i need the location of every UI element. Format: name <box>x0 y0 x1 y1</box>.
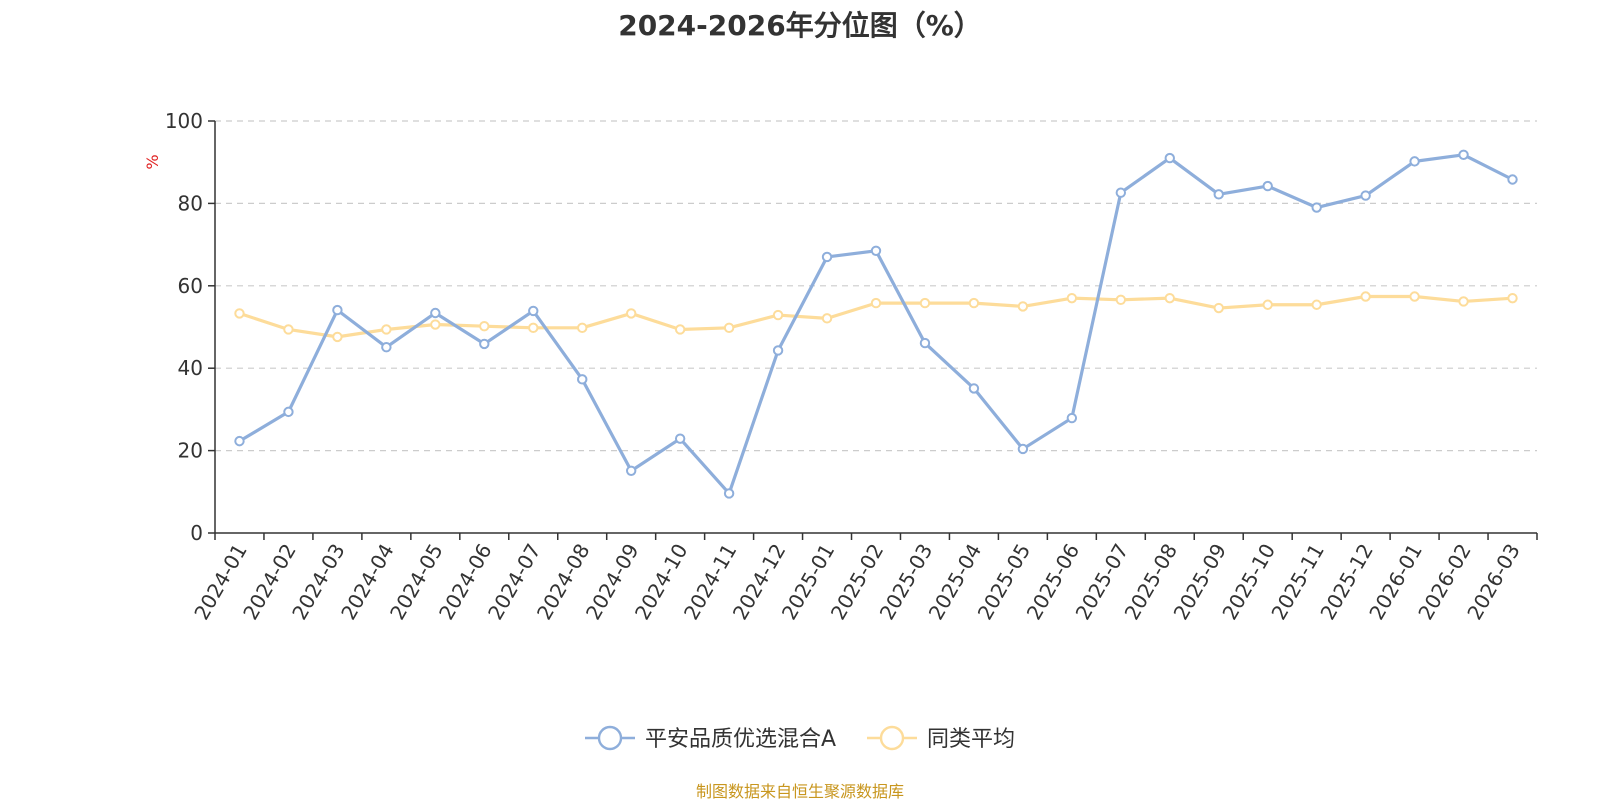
data-point <box>625 465 637 476</box>
data-point <box>1017 443 1029 455</box>
data-point <box>1507 292 1518 304</box>
data-point <box>968 383 980 394</box>
y-tick-label: 40 <box>178 356 203 380</box>
data-point <box>1262 180 1273 192</box>
data-point <box>723 322 735 334</box>
y-axis-unit-label: % <box>143 154 162 169</box>
data-point <box>919 297 931 309</box>
chart-title: 2024-2026年分位图（%） <box>618 9 982 42</box>
data-point <box>1507 174 1518 185</box>
y-tick-label: 0 <box>190 521 203 545</box>
data-point <box>625 308 637 319</box>
data-point <box>1360 190 1371 201</box>
series-0 <box>234 149 1518 499</box>
gridlines <box>215 120 1537 452</box>
data-point <box>1213 302 1224 314</box>
data-point <box>528 305 539 317</box>
data-point <box>479 320 490 332</box>
data-point <box>1164 292 1175 304</box>
data-point <box>1458 296 1469 307</box>
data-point <box>1115 294 1127 306</box>
data-point <box>234 435 245 447</box>
data-point <box>821 313 833 324</box>
data-source-note: 制图数据来自恒生聚源数据库 <box>695 782 904 801</box>
data-point <box>577 374 588 385</box>
data-point <box>723 488 735 499</box>
legend-swatch-icon <box>879 725 905 751</box>
data-point <box>1409 156 1420 167</box>
data-point <box>332 331 343 343</box>
data-point <box>1409 291 1420 302</box>
data-point <box>430 307 441 319</box>
data-point <box>332 304 343 316</box>
y-tick-label: 60 <box>178 274 203 298</box>
data-point <box>821 251 833 263</box>
data-point <box>870 297 882 309</box>
data-point <box>772 345 784 356</box>
data-point <box>528 322 539 334</box>
axes: 0204060801002024-012024-022024-032024-04… <box>165 109 1538 624</box>
data-point <box>870 245 882 256</box>
legend-swatch-icon <box>597 725 623 751</box>
legend[interactable]: 平安品质优选混合A 同类平均 <box>585 725 1015 752</box>
y-tick-label: 80 <box>178 191 203 215</box>
data-point <box>674 433 686 444</box>
data-point <box>1262 299 1273 310</box>
data-point <box>1360 291 1371 302</box>
data-point <box>283 324 294 335</box>
legend-label: 平安品质优选混合A <box>645 727 836 752</box>
data-point <box>430 319 441 330</box>
data-point <box>1115 187 1127 198</box>
data-point <box>234 308 245 319</box>
y-tick-label: 100 <box>165 109 203 133</box>
data-point <box>283 406 294 418</box>
data-point <box>1458 149 1469 160</box>
legend-item-0[interactable]: 平安品质优选混合A <box>585 725 836 752</box>
data-point <box>381 341 392 353</box>
legend-item-1[interactable]: 同类平均 <box>867 725 1015 752</box>
data-point <box>674 324 686 335</box>
data-point <box>1017 301 1029 312</box>
data-point <box>1311 299 1322 310</box>
y-tick-label: 20 <box>178 439 203 463</box>
data-point <box>577 322 588 334</box>
legend-label: 同类平均 <box>927 727 1015 752</box>
data-point <box>1213 189 1224 200</box>
data-point <box>1066 412 1078 424</box>
data-point <box>381 324 392 335</box>
data-point <box>968 297 980 309</box>
data-point <box>1066 292 1078 304</box>
data-point <box>479 338 490 350</box>
data-point <box>1164 152 1175 164</box>
data-point <box>919 337 931 349</box>
data-point <box>1311 202 1322 213</box>
data-point <box>772 309 784 321</box>
series-lines <box>234 149 1518 499</box>
